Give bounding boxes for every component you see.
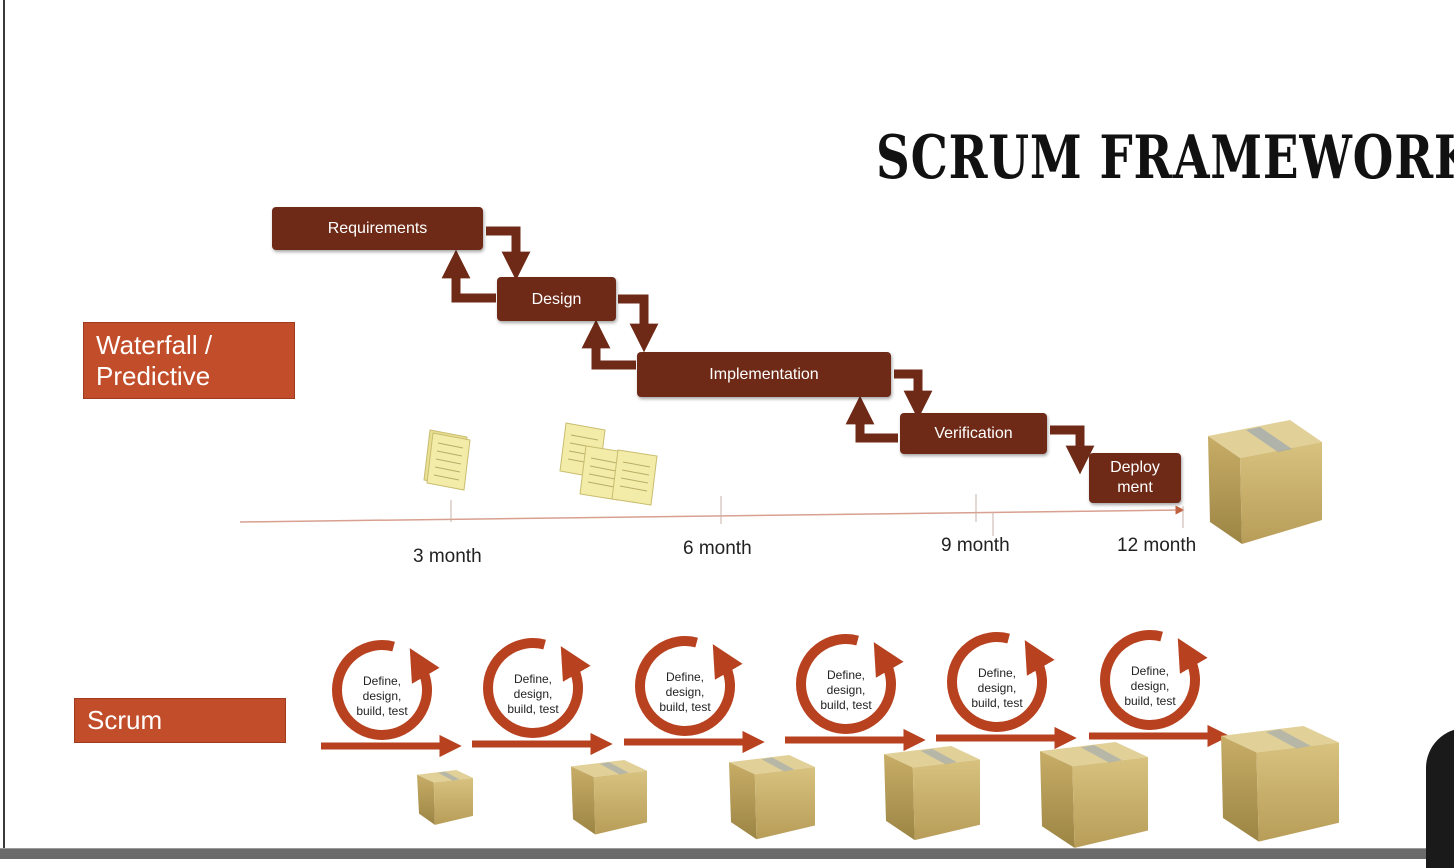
- cycle-text-3: Define, design, build, test: [659, 670, 711, 714]
- cycle-arrow: [796, 634, 904, 734]
- timeline-axis: [239, 505, 1185, 523]
- scrum-cycle-5: [936, 632, 1077, 750]
- cycle-arrow: [483, 638, 591, 738]
- increment-box-4: [884, 746, 980, 841]
- month-label-3: 3 month: [413, 546, 482, 567]
- video-control-bar[interactable]: [0, 848, 1454, 859]
- scrum-cycle-3: [624, 636, 765, 754]
- slide-title: SCRUM FRAMEWORK: [876, 123, 1454, 193]
- feedback-implementation-design: [581, 319, 636, 370]
- cycle-text-1: Define, design, build, test: [356, 674, 408, 718]
- waterfall-final-box: [1208, 420, 1322, 544]
- increment-box-1: [417, 770, 473, 825]
- waterfall-label: Waterfall / Predictive: [83, 322, 295, 399]
- month-label-6: 6 month: [683, 538, 752, 559]
- phase-verification: Verification: [900, 413, 1047, 454]
- cycle-text-5: Define, design, build, test: [971, 666, 1023, 710]
- scrum-cycles: [321, 630, 1230, 758]
- left-edge-rule: [3, 0, 5, 858]
- month-label-12: 12 month: [1117, 535, 1197, 556]
- scrum-cycle-6: [1089, 630, 1230, 748]
- scrum-cycle-4: [785, 634, 926, 752]
- connector-design-implementation: [618, 294, 659, 353]
- increment-box-3: [729, 755, 815, 840]
- phase-implementation: Implementation: [637, 352, 891, 397]
- cycle-text-6: Define, design, build, test: [1124, 664, 1176, 708]
- feedback-verification-implementation: [845, 395, 898, 443]
- scrum-cycle-1: [321, 640, 462, 758]
- feedback-design-requirements: [441, 249, 496, 303]
- document-stack-3-month: [423, 429, 471, 491]
- cycle-arrow: [635, 636, 743, 736]
- cycle-text-4: Define, design, build, test: [820, 668, 872, 712]
- connector-requirements-design: [486, 226, 531, 281]
- scrum-label: Scrum: [74, 698, 286, 743]
- phase-requirements: Requirements: [272, 207, 483, 250]
- phase-design: Design: [497, 277, 616, 321]
- scrum-cycle-2: [472, 638, 613, 756]
- cycle-arrow: [1100, 630, 1208, 730]
- connector-verification-deployment: [1050, 425, 1095, 475]
- phase-deployment: Deploy ment: [1089, 453, 1181, 503]
- increment-box-2: [571, 760, 647, 835]
- cycle-text-2: Define, design, build, test: [507, 672, 559, 716]
- increment-box-6: [1221, 726, 1339, 842]
- scrum-boxes: [417, 726, 1339, 848]
- cycle-arrow: [332, 640, 440, 740]
- presenter-silhouette: [1426, 728, 1454, 868]
- document-stack-6-month: [559, 422, 658, 506]
- cycle-arrow: [947, 632, 1055, 732]
- increment-box-5: [1040, 742, 1148, 848]
- connector-implementation-verification: [894, 369, 933, 420]
- month-label-9: 9 month: [941, 535, 1010, 556]
